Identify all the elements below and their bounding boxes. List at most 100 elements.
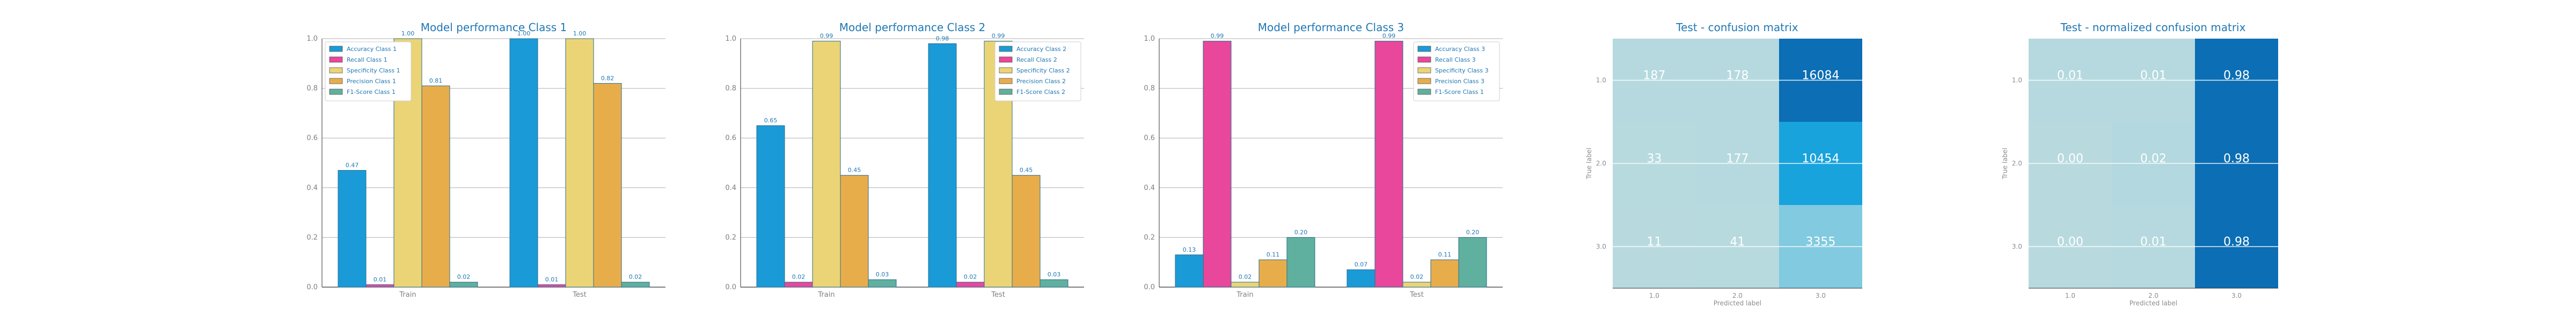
bar-value-label: 0.99: [1382, 33, 1396, 40]
bar: [537, 284, 566, 288]
y-tick-label: 3.0: [1596, 243, 1606, 251]
legend-swatch: [329, 67, 343, 74]
heatmap-2: Test - normalized confusion matrix 0.01 0.…: [2001, 21, 2278, 307]
y-tick-label: 0.8: [725, 85, 736, 93]
legend-entry: Recall Class 2: [1016, 56, 1057, 63]
bar-value-label: 0.99: [992, 33, 1005, 40]
legend-swatch: [329, 56, 343, 63]
cell-value-label: 0.01: [2140, 236, 2167, 249]
legend: Accuracy Class 2 Recall Class 2 Specificit…: [994, 41, 1081, 101]
y-tick-label: 0.0: [306, 283, 318, 291]
y-tick-label: 3.0: [2012, 243, 2022, 251]
legend-entry: F1-Score Class 1: [347, 89, 396, 96]
chart-title: Model performance Class 1: [421, 21, 567, 34]
cell-value-label: 0.00: [2057, 236, 2083, 249]
legend-box: [1413, 41, 1500, 101]
legend-entry: Precision Class 1: [347, 78, 396, 85]
legend-swatch: [999, 78, 1013, 84]
bar-value-label: 0.01: [374, 276, 387, 283]
legend-entry: Accuracy Class 1: [347, 46, 397, 53]
cell-value-label: 0.98: [2223, 236, 2250, 249]
y-axis-label: True label: [1585, 148, 1593, 179]
y-tick-label: 0.2: [725, 233, 736, 241]
legend-swatch: [329, 46, 343, 52]
legend-swatch: [1417, 56, 1431, 63]
bar: [421, 85, 450, 288]
cell-value-label: 0.98: [2223, 152, 2250, 166]
legend-entry: Recall Class 3: [1435, 56, 1476, 63]
bar-value-label: 0.11: [1438, 251, 1452, 258]
chart-title: Model performance Class 2: [839, 21, 986, 34]
bar-value-label: 0.13: [1183, 246, 1196, 253]
bar-value-label: 0.02: [792, 274, 806, 281]
bar: [1175, 254, 1204, 288]
bar: [593, 83, 622, 288]
bar-chart-2: Model performance Class 2 0.0 0.2 0.4 0.6 0.8…: [725, 21, 1084, 299]
bar-value-label: 0.02: [1410, 274, 1424, 281]
x-tick-label: Train: [399, 291, 416, 299]
bar-value-label: 0.20: [1294, 229, 1308, 236]
x-tick-label: 3.0: [2231, 292, 2242, 299]
y-tick-label: 1.0: [1596, 77, 1606, 84]
bar-value-label: 0.65: [764, 117, 778, 124]
y-tick-label: 0.8: [1144, 85, 1155, 93]
bar: [812, 41, 841, 288]
legend-entry: Accuracy Class 2: [1016, 46, 1066, 53]
bar: [1458, 237, 1487, 288]
bar: [621, 282, 650, 288]
cell-value-label: 3355: [1806, 236, 1836, 249]
bar-value-label: 0.03: [876, 271, 889, 278]
x-tick-label: 2.0: [1732, 292, 1743, 299]
bar: [1258, 259, 1287, 288]
legend-swatch: [999, 46, 1013, 52]
cell-value-label: 0.00: [2057, 152, 2083, 166]
bar: [1040, 279, 1069, 288]
bar: [1402, 282, 1431, 288]
bar: [565, 38, 594, 288]
legend-entry: F1-Score Class 1: [1435, 89, 1484, 96]
y-tick-label: 1.0: [2012, 77, 2022, 84]
legend-swatch: [329, 89, 343, 95]
cell-value-label: 187: [1643, 69, 1666, 83]
bar: [840, 175, 869, 288]
y-tick-label: 0.6: [725, 134, 736, 142]
bar: [1430, 259, 1459, 288]
legend-swatch: [999, 89, 1013, 95]
legend-box: [994, 41, 1081, 101]
bar-value-label: 0.03: [1048, 271, 1061, 278]
bar-value-label: 0.47: [346, 162, 359, 169]
x-tick-label: 1.0: [1649, 292, 1659, 299]
bar: [509, 38, 538, 288]
bar-value-label: 1.00: [517, 30, 531, 37]
bar: [1012, 175, 1041, 288]
chart-title: Model performance Class 3: [1258, 21, 1404, 34]
cell-value-label: 0.98: [2223, 69, 2250, 83]
y-tick-label: 1.0: [725, 35, 736, 43]
bar-value-label: 0.20: [1466, 229, 1480, 236]
bar: [1346, 269, 1375, 288]
bar-value-label: 0.98: [936, 35, 949, 42]
x-tick-label: 3.0: [1816, 292, 1826, 299]
y-tick-label: 0.4: [1144, 184, 1155, 192]
bar: [365, 284, 394, 288]
bar: [1286, 237, 1315, 288]
chart-title: Test - confusion matrix: [1675, 21, 1798, 34]
legend-entry: F1-Score Class 2: [1016, 89, 1065, 96]
cell-value-label: 178: [1726, 69, 1749, 83]
bar: [928, 43, 957, 288]
legend-entry: Precision Class 2: [1016, 78, 1066, 85]
legend: Accuracy Class 1 Recall Class 1 Specificit…: [325, 41, 412, 101]
legend-swatch: [1417, 67, 1431, 74]
y-tick-label: 2.0: [1596, 160, 1606, 167]
x-tick-label: Test: [1409, 291, 1424, 299]
legend-entry: Precision Class 3: [1435, 78, 1484, 85]
legend-entry: Accuracy Class 3: [1435, 46, 1485, 53]
y-tick-label: 0.0: [1144, 283, 1155, 291]
cell-value-label: 177: [1726, 152, 1749, 166]
y-tick-label: 0.4: [306, 184, 318, 192]
bar: [1374, 41, 1403, 288]
bar: [756, 125, 785, 288]
bar: [784, 282, 813, 288]
legend-swatch: [999, 56, 1013, 63]
